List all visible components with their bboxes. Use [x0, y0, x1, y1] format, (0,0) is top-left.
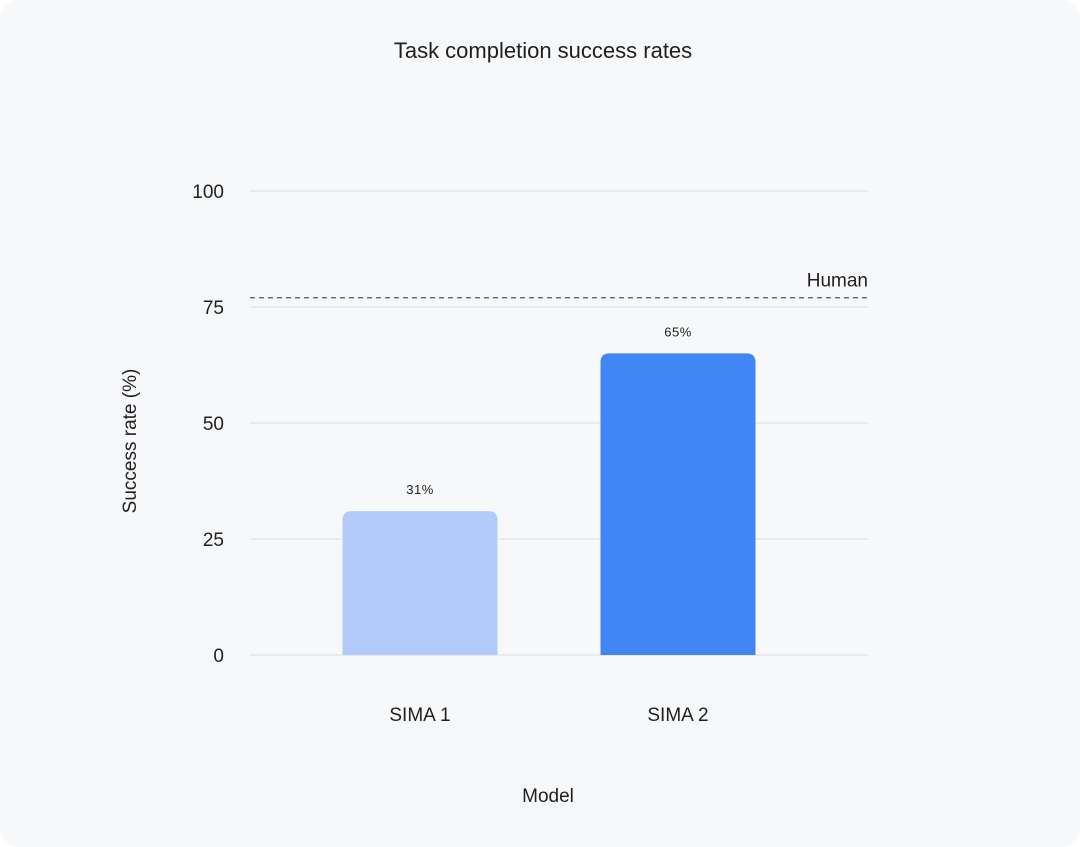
reference-line-group: Human: [250, 271, 868, 299]
x-tick-labels: SIMA 1 SIMA 2: [389, 705, 708, 726]
bar-sima-1: [342, 511, 498, 655]
y-tick-label: 0: [213, 646, 224, 667]
y-tick-labels: 0 25 50 75 100: [192, 182, 224, 667]
human-reference-label: Human: [807, 271, 868, 292]
x-tick-label: SIMA 2: [647, 705, 708, 726]
y-tick-label: 25: [203, 530, 224, 551]
y-tick-label: 75: [203, 298, 224, 319]
y-axis-label: Success rate (%): [120, 369, 141, 514]
data-labels: 31% 65%: [406, 324, 692, 497]
x-axis-label: Model: [522, 786, 574, 807]
data-label: 65%: [664, 324, 692, 339]
y-tick-label: 50: [203, 414, 224, 435]
data-label: 31%: [406, 482, 434, 497]
chart-title: Task completion success rates: [394, 38, 692, 63]
bars: [342, 353, 756, 655]
y-tick-label: 100: [192, 182, 224, 203]
x-tick-label: SIMA 1: [389, 705, 450, 726]
bar-sima-2: [600, 353, 756, 655]
